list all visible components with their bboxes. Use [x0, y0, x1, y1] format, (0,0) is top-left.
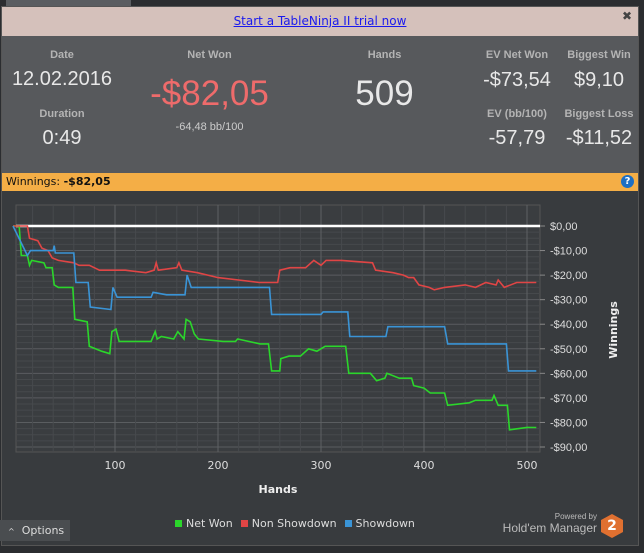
powered-by-logo: Powered by Hold'em Manager	[480, 512, 597, 535]
ev-net-won-value: -$73,54	[483, 69, 551, 91]
biggest-win-label: Biggest Win	[567, 49, 631, 61]
x-tick-label: 100	[105, 459, 126, 472]
duration-value: 0:49	[42, 127, 82, 149]
biggest-win-value: $9,10	[573, 69, 625, 91]
hands-value: 509	[355, 74, 414, 113]
y-tick-label: -$70,00	[550, 393, 587, 405]
y-tick-label: -$10,00	[550, 246, 587, 258]
winnings-value: -$82,05	[63, 175, 111, 188]
chevron-up-icon: ^	[8, 527, 15, 536]
plot-area	[15, 204, 541, 453]
bb100-value: -64,48 bb/100	[175, 121, 244, 133]
net-won-label: Net Won	[187, 49, 232, 61]
session-window: Start a TableNinja II trial now ✖ Date 1…	[1, 6, 639, 546]
ev-bb-label: EV (bb/100)	[487, 108, 547, 120]
x-tick-label: 500	[517, 459, 538, 472]
help-icon[interactable]: ?	[621, 175, 634, 188]
y-tick-label: -$90,00	[550, 442, 587, 454]
hm2-logo-icon: 2	[601, 514, 623, 538]
x-tick-label: 300	[311, 459, 332, 472]
date-label: Date	[50, 49, 74, 61]
winnings-label: Winnings:	[6, 175, 61, 188]
x-tick-label: 400	[414, 459, 435, 472]
brand-name: Hold'em Manager	[502, 521, 597, 535]
y-tick-label: -$20,00	[550, 270, 587, 282]
promo-banner: Start a TableNinja II trial now ✖	[2, 7, 638, 36]
ev-net-won-label: EV Net Won	[485, 49, 549, 61]
ev-bb-value: -57,79	[488, 127, 546, 149]
window-tab[interactable]	[6, 0, 131, 6]
series-line-net-won	[13, 225, 537, 431]
close-icon[interactable]: ✖	[621, 9, 632, 23]
net-won-value: -$82,05	[150, 74, 269, 113]
chart-legend: Net Won Non Showdown Showdown	[175, 517, 415, 530]
x-tick-label: 200	[208, 459, 229, 472]
series-line-non-showdown	[13, 225, 537, 291]
winnings-bar: Winnings: -$82,05 ?	[2, 173, 638, 191]
y-axis-label: Winnings	[607, 301, 620, 359]
legend-net-won[interactable]: Net Won	[175, 517, 233, 530]
legend-non-showdown[interactable]: Non Showdown	[240, 517, 337, 530]
y-tick-label: -$80,00	[550, 417, 587, 429]
y-tick-label: -$50,00	[550, 344, 587, 356]
biggest-loss-value: -$11,52	[565, 127, 633, 149]
x-axis-label: Hands	[259, 483, 298, 496]
y-tick-label: -$30,00	[550, 295, 587, 307]
duration-label: Duration	[39, 108, 85, 120]
date-value: 12.02.2016	[11, 68, 113, 90]
legend-showdown[interactable]: Showdown	[344, 517, 415, 530]
y-tick-label: -$40,00	[550, 319, 587, 331]
series-line-showdown	[12, 225, 537, 372]
powered-by-text: Powered by	[554, 512, 597, 521]
hands-label: Hands	[367, 49, 402, 61]
biggest-loss-label: Biggest Loss	[564, 108, 634, 120]
y-tick-label: -$60,00	[550, 368, 587, 380]
session-stats: Date 12.02.2016 Duration 0:49 Net Won -$…	[2, 36, 638, 173]
y-tick-label: $0,00	[550, 221, 578, 233]
options-button[interactable]: ^ Options	[0, 520, 70, 541]
tableninja-trial-link[interactable]: Start a TableNinja II trial now	[233, 14, 407, 28]
